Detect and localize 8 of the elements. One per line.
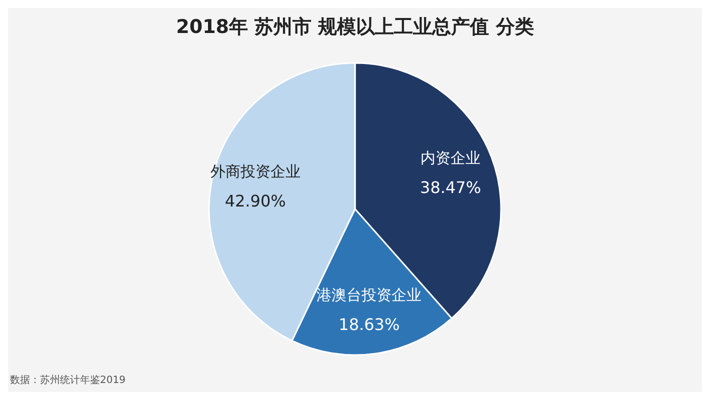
- text: 数据：苏州统计年鉴2019: [10, 374, 126, 388]
- data-label: 18.63%: [338, 315, 400, 334]
- slice-label: 港澳台投资企业: [316, 286, 422, 304]
- slice-label: 内资企业: [420, 148, 481, 167]
- data-label: 38.47%: [420, 178, 482, 197]
- chart-title: 2018年 苏州市 规模以上工业总产值 分类: [175, 15, 535, 40]
- slice-label: 外商投资企业: [210, 162, 300, 180]
- data-label: 42.90%: [224, 191, 286, 210]
